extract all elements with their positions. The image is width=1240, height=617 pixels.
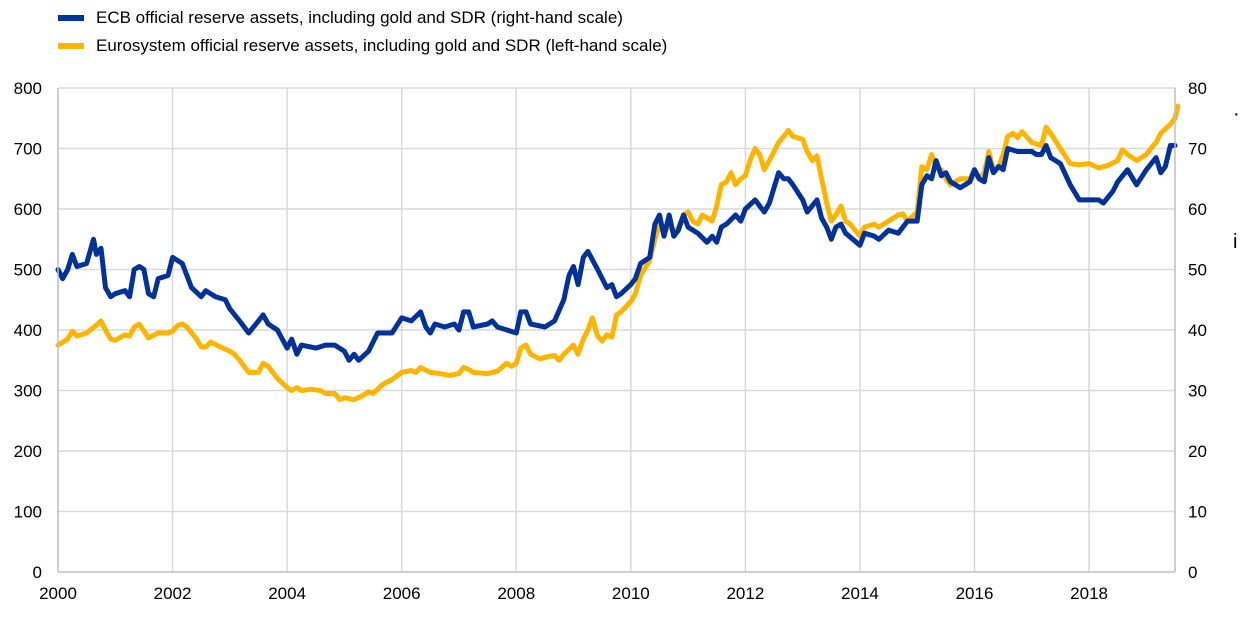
y-left-tick-label: 800 [14,79,42,98]
x-tick-label: 2016 [956,584,994,603]
legend-item-ecb: ECB official reserve assets, including g… [58,4,667,32]
x-tick-label: 2012 [726,584,764,603]
axes [57,88,1176,573]
legend-swatch-eurosystem [58,43,84,49]
right-edge-mark: i [1233,231,1237,253]
x-tick-label: 2004 [268,584,306,603]
y-right-tick-label: 60 [1188,200,1207,219]
legend-item-eurosystem: Eurosystem official reserve assets, incl… [58,32,667,60]
y-left-tick-label: 300 [14,382,42,401]
y-left-tick-label: 500 [14,261,42,280]
y-right-tick-label: 0 [1188,563,1197,582]
y-left-tick-label: 100 [14,503,42,522]
y-right-tick-label: 10 [1188,503,1207,522]
series-lines [55,103,1181,403]
y-right-tick-label: 40 [1188,321,1207,340]
y-right-tick-label: 70 [1188,140,1207,159]
legend: ECB official reserve assets, including g… [58,4,667,60]
y-right-tick-label: 20 [1188,442,1207,461]
x-tick-label: 2006 [383,584,421,603]
x-tick-label: 2014 [841,584,879,603]
legend-label-ecb: ECB official reserve assets, including g… [96,8,623,27]
y-right-tick-label: 50 [1188,261,1207,280]
legend-label-eurosystem: Eurosystem official reserve assets, incl… [96,36,668,55]
y-left-tick-label: 400 [14,321,42,340]
right-edge-mark: · [1233,103,1240,125]
y-right-tick-label: 30 [1188,382,1207,401]
x-tick-label: 2008 [497,584,535,603]
y-right-tick-label: 80 [1188,79,1207,98]
y-left-tick-label: 0 [33,563,42,582]
y-left-tick-label: 200 [14,442,42,461]
x-tick-label: 2018 [1070,584,1108,603]
series-line-ecb [55,143,1178,363]
y-left-tick-label: 600 [14,200,42,219]
x-tick-label: 2000 [39,584,77,603]
legend-swatch-ecb [58,15,84,21]
x-tick-label: 2010 [612,584,650,603]
x-tick-label: 2002 [154,584,192,603]
tick-labels: 0 100 200 300 400 500 600 700 800 0 10 20 30 40 50 60 70… [14,79,1240,603]
y-left-tick-label: 700 [14,140,42,159]
